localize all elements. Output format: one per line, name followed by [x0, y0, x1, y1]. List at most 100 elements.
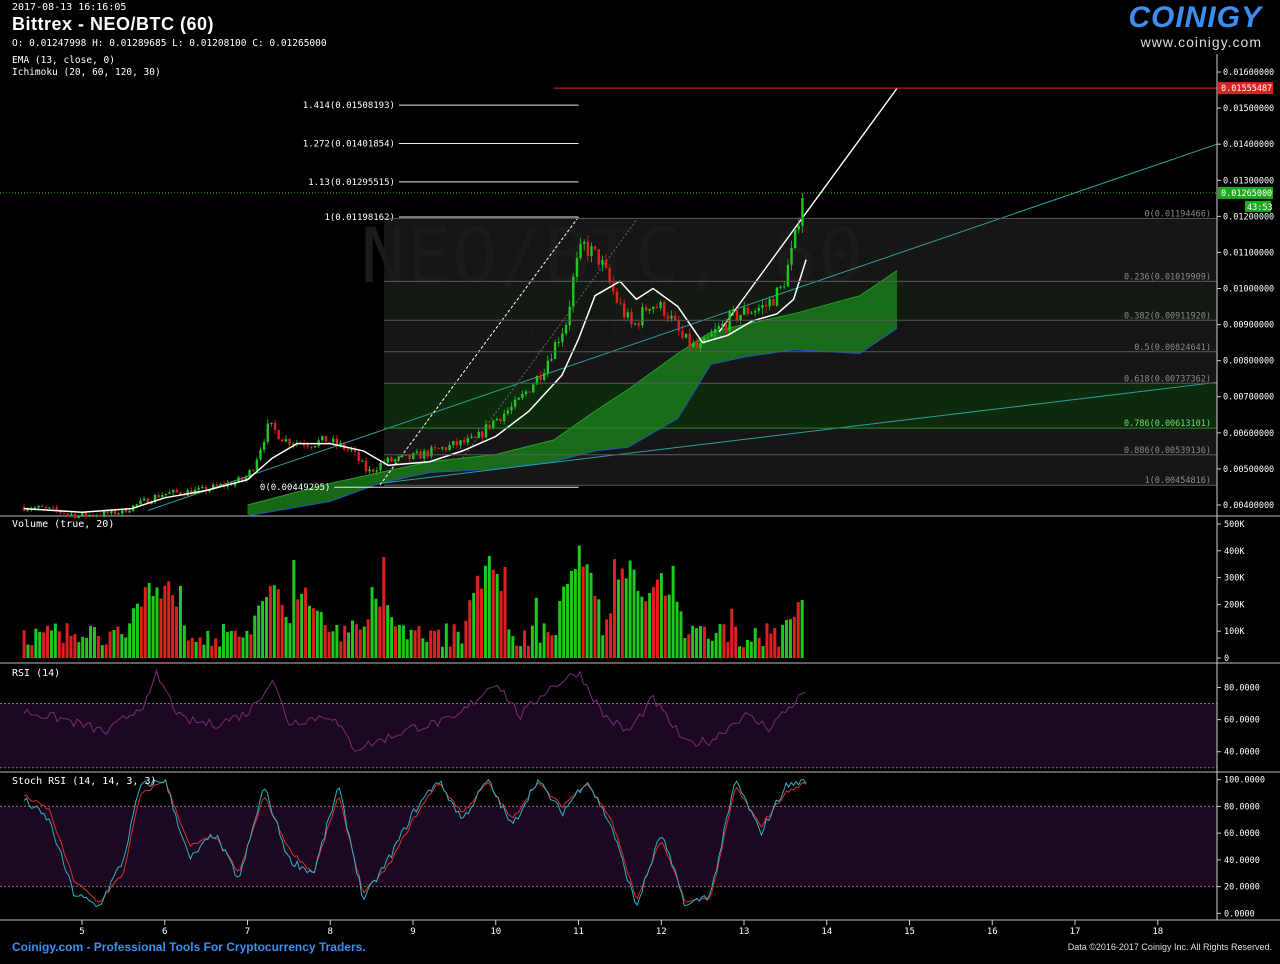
volume-bar — [542, 623, 546, 658]
candle-body — [728, 311, 731, 331]
volume-bar — [261, 601, 265, 658]
volume-bar — [640, 596, 644, 658]
fib-ret-label: 0(0.01194466) — [1144, 209, 1211, 219]
stoch-k-line — [23, 778, 807, 908]
ohlc-readout: O: 0.01247998 H: 0.01289685 L: 0.0120810… — [12, 38, 327, 49]
candle-body — [386, 457, 389, 463]
volume-bar — [284, 616, 288, 658]
volume-bar — [628, 560, 632, 658]
volume-bar — [26, 644, 30, 658]
candle-body — [412, 453, 415, 459]
coinigy-logo[interactable]: COINIGY www.coinigy.com — [1128, 2, 1262, 51]
volume-bar — [667, 594, 671, 658]
candle-body — [775, 287, 779, 306]
volume-bar — [585, 564, 589, 658]
candle-body — [186, 490, 189, 496]
indicator-ichimoku-label[interactable]: Ichimoku (20, 60, 120, 30) — [12, 67, 161, 78]
candle-body — [637, 323, 640, 326]
volume-bar — [605, 619, 609, 658]
volume-bar — [167, 581, 171, 658]
volume-bar — [331, 631, 335, 658]
candle-body — [66, 513, 69, 515]
candle-body — [37, 505, 40, 508]
volume-bar — [135, 603, 139, 658]
volume-bar — [69, 635, 73, 658]
volume-bar — [276, 589, 280, 658]
volume-bar — [507, 629, 511, 658]
volume-bar — [253, 615, 257, 658]
candle-body — [492, 420, 495, 429]
volume-bar — [366, 619, 370, 658]
stoch-rsi-panel-title: Stoch RSI (14, 14, 3, 3) — [12, 776, 157, 787]
candle-body — [757, 307, 760, 311]
x-tick-label-10: 10 — [490, 927, 501, 937]
volume-bar — [483, 565, 487, 658]
ema-13-line — [24, 259, 807, 513]
candle-body — [739, 314, 742, 321]
volume-bar — [425, 642, 429, 658]
volume-bar — [503, 566, 507, 658]
candle-body — [281, 439, 284, 442]
candle-body — [648, 309, 651, 311]
volume-bar — [452, 624, 456, 658]
candle-body — [481, 431, 484, 438]
volume-bar — [210, 645, 214, 658]
candle-body — [306, 445, 309, 447]
volume-bar — [304, 587, 308, 658]
x-tick-label-17: 17 — [1070, 927, 1081, 937]
volume-bar — [73, 634, 77, 658]
candle-body — [266, 423, 269, 443]
candle-body — [284, 439, 288, 442]
indicator-ema-label[interactable]: EMA (13, close, 0) — [12, 55, 115, 66]
volume-bar — [749, 641, 753, 658]
candle-body — [292, 443, 295, 445]
volume-bar — [601, 635, 605, 658]
candle-body — [506, 410, 510, 414]
candle-body — [91, 514, 95, 516]
candle-body — [310, 446, 313, 448]
volume-bar — [409, 629, 413, 658]
candle-body — [703, 337, 706, 344]
rsi-band — [0, 703, 1217, 768]
volume-bar — [620, 568, 624, 658]
price-tick-label: 0.00700000 — [1223, 393, 1274, 403]
candle-body — [452, 441, 455, 446]
rsi-panel-title: RSI (14) — [12, 668, 61, 679]
price-tick-label: 0.01500000 — [1223, 104, 1274, 114]
candle-body — [652, 306, 655, 310]
volume-tick-label: 100K — [1224, 627, 1245, 637]
candle-body — [459, 440, 462, 446]
candle-body — [393, 459, 397, 462]
candle-body — [59, 510, 62, 513]
candle-body — [448, 445, 451, 450]
candle-body — [288, 439, 291, 445]
stoch-tick-label: 60.0000 — [1224, 829, 1260, 839]
candle-body — [779, 286, 782, 288]
candle-body — [328, 442, 331, 444]
stoch-d-line — [23, 779, 807, 903]
candle-body — [357, 451, 360, 461]
candle-body — [255, 459, 259, 471]
candle-body — [684, 333, 688, 338]
volume-bar — [569, 570, 573, 658]
volume-bar — [264, 597, 268, 658]
volume-bar — [233, 630, 237, 658]
candle-body — [582, 241, 586, 244]
candle-body — [692, 342, 695, 347]
footer-tagline[interactable]: Coinigy.com - Professional Tools For Cry… — [12, 940, 366, 954]
volume-bar — [742, 647, 746, 658]
volume-bar — [573, 569, 577, 658]
volume-bar — [800, 599, 804, 658]
candle-body — [142, 498, 146, 501]
candle-body — [535, 375, 539, 385]
candle-body — [179, 492, 182, 495]
candle-body — [441, 447, 444, 449]
volume-bar — [296, 599, 300, 658]
volume-bar — [757, 637, 761, 658]
fib-extension-anchor-dotted — [462, 219, 637, 459]
volume-bar — [128, 623, 132, 658]
candle-body — [484, 424, 488, 438]
candle-body — [110, 509, 113, 514]
candle-body — [430, 447, 433, 457]
